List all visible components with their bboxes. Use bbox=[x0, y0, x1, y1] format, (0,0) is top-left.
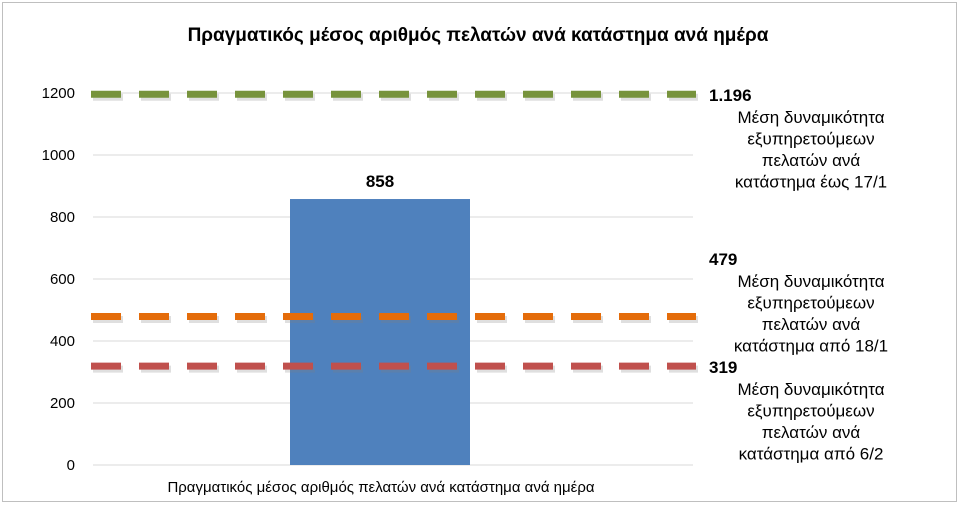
reference-description-line: εξυπηρετούμεων bbox=[747, 294, 874, 313]
reference-description-line: κατάστημα έως 17/1 bbox=[735, 173, 887, 192]
bar-value-label: 858 bbox=[366, 172, 394, 191]
reference-description-line: κατάστημα από 18/1 bbox=[734, 337, 888, 356]
y-tick-label: 600 bbox=[50, 271, 75, 288]
y-tick-label: 1000 bbox=[42, 147, 75, 164]
chart-title: Πραγματικός μέσος αριθμός πελατών ανά κα… bbox=[188, 25, 769, 46]
y-tick-label: 400 bbox=[50, 333, 75, 350]
reference-description-line: Μέση δυναμικότητα bbox=[737, 108, 884, 127]
reference-value-label: 479 bbox=[709, 250, 737, 269]
y-tick-label: 800 bbox=[50, 209, 75, 226]
x-category-label: Πραγματικός μέσος αριθμός πελατών ανά κα… bbox=[167, 479, 594, 496]
reference-description-line: κατάστημα από 6/2 bbox=[739, 445, 884, 464]
reference-value-label: 1.196 bbox=[709, 86, 752, 105]
reference-description-line: πελατών ανά bbox=[762, 423, 861, 442]
y-tick-label: 1200 bbox=[42, 85, 75, 102]
reference-description-line: εξυπηρετούμεων bbox=[747, 402, 874, 421]
reference-description-line: Μέση δυναμικότητα bbox=[737, 272, 884, 291]
y-tick-label: 0 bbox=[67, 457, 75, 474]
reference-description-line: εξυπηρετούμεων bbox=[747, 130, 874, 149]
chart-svg: Πραγματικός μέσος αριθμός πελατών ανά κα… bbox=[42, 25, 889, 496]
reference-description-line: πελατών ανά bbox=[762, 151, 861, 170]
y-tick-label: 200 bbox=[50, 395, 75, 412]
reference-description-line: Μέση δυναμικότητα bbox=[737, 380, 884, 399]
bar bbox=[290, 199, 470, 465]
reference-value-label: 319 bbox=[709, 358, 737, 377]
chart-frame: Πραγματικός μέσος αριθμός πελατών ανά κα… bbox=[2, 2, 957, 502]
reference-description-line: πελατών ανά bbox=[762, 315, 861, 334]
